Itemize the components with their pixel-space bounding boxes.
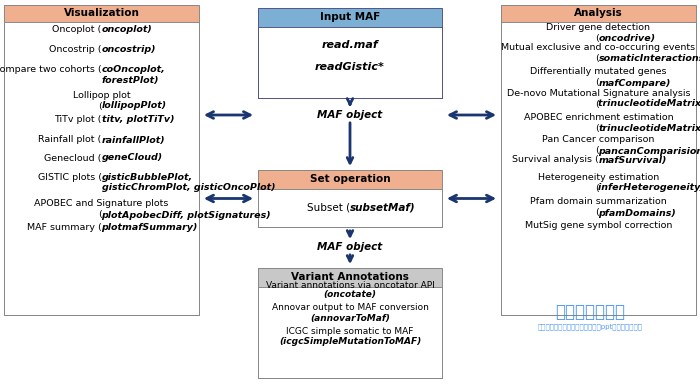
Text: (: ( xyxy=(595,99,598,108)
Text: (: ( xyxy=(595,79,598,88)
Text: plotApobecDiff, plotSignatures): plotApobecDiff, plotSignatures) xyxy=(102,210,271,219)
Text: forestPlot): forestPlot) xyxy=(102,77,159,86)
Text: Annovar output to MAF conversion: Annovar output to MAF conversion xyxy=(272,303,428,312)
Text: (: ( xyxy=(595,208,598,217)
Text: Lollipop plot: Lollipop plot xyxy=(73,90,130,99)
Text: (: ( xyxy=(595,183,598,192)
Text: Heterogeneity estimation: Heterogeneity estimation xyxy=(538,172,659,181)
Text: Oncostrip (: Oncostrip ( xyxy=(49,45,102,54)
Text: coOncoplot,: coOncoplot, xyxy=(102,66,165,75)
Bar xyxy=(501,22,696,315)
Text: (: ( xyxy=(595,147,598,156)
Text: (: ( xyxy=(595,34,598,43)
Text: GISTIC plots (: GISTIC plots ( xyxy=(38,172,102,181)
Text: ICGC simple somatic to MAF: ICGC simple somatic to MAF xyxy=(286,328,414,337)
Text: titv, plotTiTv): titv, plotTiTv) xyxy=(102,115,174,124)
Text: inferHeterogeneity, math.score): inferHeterogeneity, math.score) xyxy=(598,183,700,192)
Text: Compare two cohorts (: Compare two cohorts ( xyxy=(0,66,102,75)
Text: Genecloud (: Genecloud ( xyxy=(44,154,102,163)
Text: TiTv plot (: TiTv plot ( xyxy=(54,115,102,124)
Text: MutSig gene symbol correction: MutSig gene symbol correction xyxy=(525,221,672,230)
Text: (oncotate): (oncotate) xyxy=(323,291,377,300)
Bar xyxy=(4,22,199,315)
Text: plotmafSummary): plotmafSummary) xyxy=(102,224,198,233)
Text: Survival analysis (: Survival analysis ( xyxy=(512,156,598,165)
Text: Mutual exclusive and co-occuring events: Mutual exclusive and co-occuring events xyxy=(501,43,696,52)
Text: Set operation: Set operation xyxy=(309,174,391,185)
Bar xyxy=(258,27,442,98)
Text: (icgcSimpleMutationToMAF): (icgcSimpleMutationToMAF) xyxy=(279,337,421,346)
Text: (: ( xyxy=(98,210,102,219)
Text: Input MAF: Input MAF xyxy=(320,13,380,23)
Text: subsetMaf): subsetMaf) xyxy=(350,202,416,212)
Bar xyxy=(501,5,696,22)
Text: Rainfall plot (: Rainfall plot ( xyxy=(38,136,102,145)
Text: oncoplot): oncoplot) xyxy=(102,25,153,34)
Text: APOBEC and Signature plots: APOBEC and Signature plots xyxy=(34,199,169,208)
Text: oncostrip): oncostrip) xyxy=(102,45,156,54)
Text: MAF object: MAF object xyxy=(317,110,383,120)
Text: Variant annotations via oncotator API: Variant annotations via oncotator API xyxy=(265,280,435,289)
Text: De-novo Mutational Signature analysis: De-novo Mutational Signature analysis xyxy=(507,88,690,97)
Text: pancanComparision): pancanComparision) xyxy=(598,147,700,156)
Text: APOBEC enrichment estimation: APOBEC enrichment estimation xyxy=(524,113,673,122)
Bar xyxy=(258,170,442,227)
Text: 叫客学习资料网: 叫客学习资料网 xyxy=(555,303,625,321)
Text: Subset (: Subset ( xyxy=(307,202,350,212)
Text: Pfam domain summarization: Pfam domain summarization xyxy=(530,197,667,206)
Text: Differentially mutated genes: Differentially mutated genes xyxy=(531,68,666,77)
Text: gisticBubblePlot,: gisticBubblePlot, xyxy=(102,172,193,181)
Text: somaticInteractions): somaticInteractions) xyxy=(598,54,700,63)
Text: readGistic*: readGistic* xyxy=(315,62,385,72)
Bar xyxy=(258,8,442,98)
Text: pfamDomains): pfamDomains) xyxy=(598,208,676,217)
Text: geneCloud): geneCloud) xyxy=(102,154,162,163)
Bar xyxy=(258,287,442,378)
Text: MAF summary (: MAF summary ( xyxy=(27,224,101,233)
Text: MAF object: MAF object xyxy=(317,242,383,252)
Text: trinucleotideMatrix, extractSignatures): trinucleotideMatrix, extractSignatures) xyxy=(598,99,700,108)
Text: read.maf: read.maf xyxy=(321,40,379,50)
Text: oncodrive): oncodrive) xyxy=(598,34,656,43)
Bar xyxy=(4,5,199,22)
Text: Visualization: Visualization xyxy=(64,9,139,18)
Bar xyxy=(501,5,696,315)
Text: Analysis: Analysis xyxy=(574,9,623,18)
Text: 考研考证、考研公共盘资源分享、ppt模板、科研工具: 考研考证、考研公共盘资源分享、ppt模板、科研工具 xyxy=(538,324,643,330)
Bar xyxy=(258,170,442,189)
Bar xyxy=(4,5,199,315)
Text: Oncoplot (: Oncoplot ( xyxy=(52,25,102,34)
Text: (annovarToMaf): (annovarToMaf) xyxy=(310,314,390,323)
Text: lollipopPlot): lollipopPlot) xyxy=(102,102,167,111)
Text: mafSurvival): mafSurvival) xyxy=(598,156,667,165)
Text: Variant Annotations: Variant Annotations xyxy=(291,273,409,283)
Text: Pan Cancer comparison: Pan Cancer comparison xyxy=(542,136,654,145)
Bar xyxy=(258,268,442,287)
Bar xyxy=(258,8,442,27)
Bar xyxy=(258,268,442,378)
Text: (: ( xyxy=(595,124,598,133)
Text: (: ( xyxy=(98,102,102,111)
Text: trinucleotideMatrix): trinucleotideMatrix) xyxy=(598,124,700,133)
Text: gisticChromPlot, gisticOncoPlot): gisticChromPlot, gisticOncoPlot) xyxy=(102,183,275,192)
Text: Driver gene detection: Driver gene detection xyxy=(547,23,650,32)
Text: (: ( xyxy=(595,54,598,63)
Text: mafCompare): mafCompare) xyxy=(598,79,671,88)
Bar xyxy=(258,189,442,227)
Text: rainfallPlot): rainfallPlot) xyxy=(102,136,165,145)
